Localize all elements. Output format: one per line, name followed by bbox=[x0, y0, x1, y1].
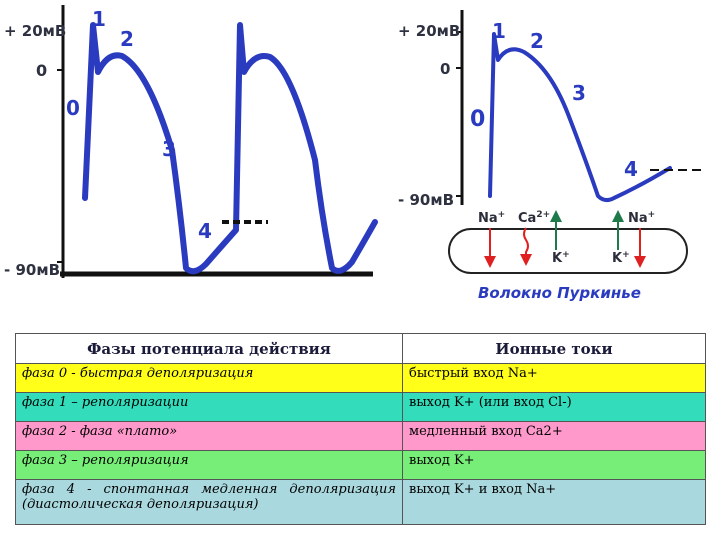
left-phase-3: 3 bbox=[162, 137, 176, 161]
left-phase-1: 1 bbox=[92, 7, 106, 31]
right-phase-4: 4 bbox=[624, 157, 638, 181]
action-potential-figures: + 20мВ 0 - 90мВ 0 1 2 3 4 + 20мВ 0 - 90м… bbox=[4, 5, 705, 302]
right-phase-1: 1 bbox=[492, 19, 506, 43]
ion-ca: Ca2+ bbox=[518, 210, 550, 226]
table-header-row: Фазы потенциала действия Ионные токи bbox=[15, 333, 706, 364]
left-label-minus90: - 90мВ bbox=[4, 261, 60, 279]
current-cell: выход K+ и вход Na+ bbox=[402, 479, 706, 525]
current-cell: быстрый вход Na+ bbox=[402, 363, 706, 393]
left-phase-4: 4 bbox=[198, 219, 212, 243]
ca-inward-arrow bbox=[520, 227, 532, 266]
left-phase-0: 0 bbox=[66, 96, 80, 120]
phase-table: Фазы потенциала действия Ионные токи фаз… bbox=[15, 333, 706, 525]
table-row: фаза 4 - спонтанная медленная деполяриза… bbox=[15, 479, 706, 525]
phase-cell: фаза 2 - фаза «плато» bbox=[15, 421, 403, 451]
ion-k-left: K+ bbox=[552, 250, 570, 266]
table-row: фаза 2 - фаза «плато» медленный вход Ca2… bbox=[15, 421, 706, 451]
purkinje-fiber-membrane bbox=[448, 228, 688, 274]
ion-k-right: K+ bbox=[612, 250, 630, 266]
right-phase-3: 3 bbox=[572, 81, 586, 105]
right-label-zero: 0 bbox=[440, 60, 450, 78]
ion-na-left: Na+ bbox=[478, 210, 505, 226]
phase-cell: фаза 1 – реполяризации bbox=[15, 392, 403, 422]
left-phase-2: 2 bbox=[120, 27, 134, 51]
phase-cell: фаза 4 - спонтанная медленная деполяриза… bbox=[15, 479, 403, 525]
right-label-plus20: + 20мВ bbox=[398, 22, 460, 40]
right-phase-0: 0 bbox=[470, 107, 485, 132]
left-ap-trace bbox=[82, 22, 378, 275]
table-row: фаза 1 – реполяризации выход K+ (или вхо… bbox=[15, 392, 706, 422]
right-ap-trace bbox=[488, 32, 672, 203]
left-label-plus20: + 20мВ bbox=[4, 22, 66, 40]
current-cell: выход K+ (или вход Cl-) bbox=[402, 392, 706, 422]
purkinje-caption: Волокно Пуркинье bbox=[478, 284, 641, 302]
header-phases: Фазы потенциала действия bbox=[15, 333, 403, 364]
ion-na-right: Na+ bbox=[628, 210, 655, 226]
table-row: фаза 3 – реполяризация выход K+ bbox=[15, 450, 706, 480]
current-cell: медленный вход Ca2+ bbox=[402, 421, 706, 451]
right-phase-2: 2 bbox=[530, 29, 544, 53]
phase-cell: фаза 3 – реполяризация bbox=[15, 450, 403, 480]
phase-cell: фаза 0 - быстрая деполяризация bbox=[15, 363, 403, 393]
left-action-potential-chart: + 20мВ 0 - 90мВ 0 1 2 3 4 bbox=[4, 5, 378, 279]
current-cell: выход K+ bbox=[402, 450, 706, 480]
right-purkinje-chart: + 20мВ 0 - 90мВ 0 1 2 3 4 Na+ Ca2+ K+ K+… bbox=[398, 10, 705, 302]
table-row: фаза 0 - быстрая деполяризация быстрый в… bbox=[15, 363, 706, 393]
right-label-minus90: - 90мВ bbox=[398, 191, 454, 209]
header-ion-currents: Ионные токи bbox=[402, 333, 706, 364]
left-label-zero: 0 bbox=[36, 61, 47, 80]
